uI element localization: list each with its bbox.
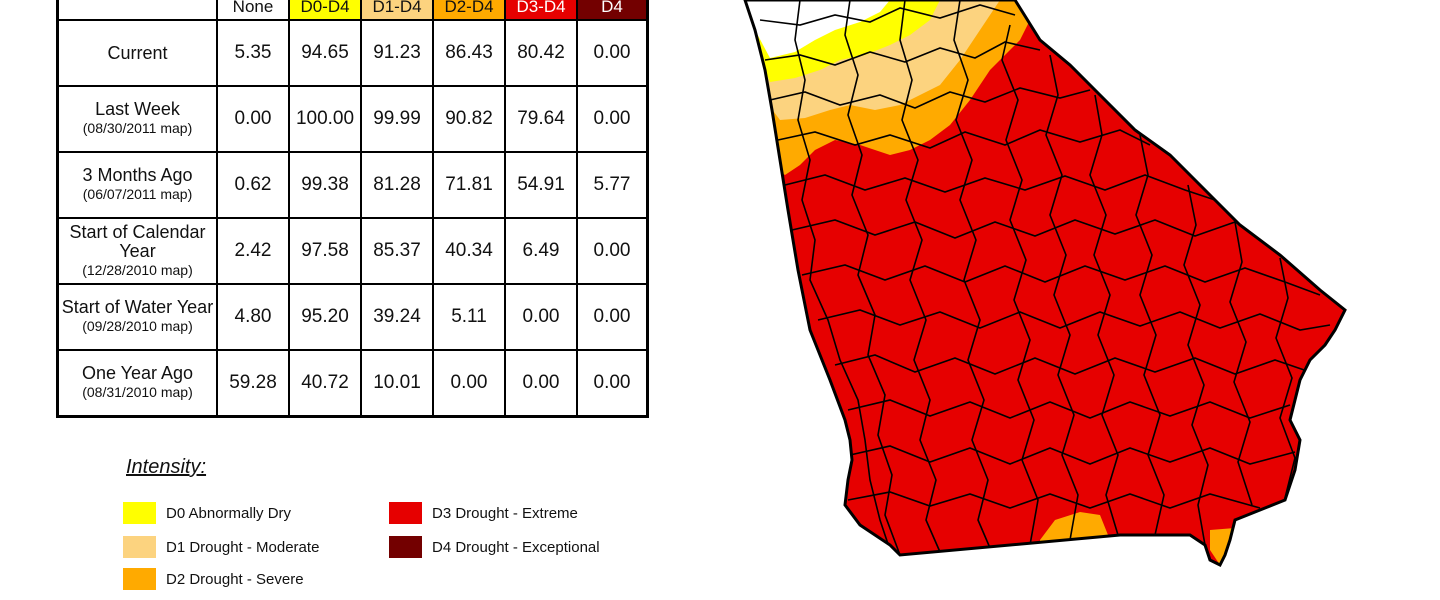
cell-d1-d4: 99.99 — [360, 85, 434, 153]
row-label-date: (08/31/2010 map) — [82, 384, 193, 400]
state-outline — [743, 0, 1347, 568]
cell-d3-d4: 80.42 — [504, 19, 578, 87]
row-label-date: (12/28/2010 map) — [82, 261, 193, 278]
legend-label: D0 Abnormally Dry — [166, 504, 292, 522]
row-label-date: (06/07/2011 map) — [82, 186, 193, 202]
cell-d0-d4: 97.58 — [288, 217, 362, 285]
header-d0-d4: D0-D4 — [288, 0, 362, 21]
cell-d0-d4: 94.65 — [288, 19, 362, 87]
cell-d4: 0.00 — [576, 283, 649, 351]
county-lines — [759, 0, 1331, 556]
cell-none: 2.42 — [216, 217, 290, 285]
cell-d3-d4: 54.91 — [504, 151, 578, 219]
cell-d1-d4: 39.24 — [360, 283, 434, 351]
table-row: Start of Water Year (09/28/2010 map) 4.8… — [56, 283, 649, 351]
cell-d2-d4: 86.43 — [432, 19, 506, 87]
header-d4: D4 — [576, 0, 649, 21]
cell-d1-d4: 81.28 — [360, 151, 434, 219]
header-d1-d4: D1-D4 — [360, 0, 434, 21]
row-label: Start of Water Year (09/28/2010 map) — [56, 283, 218, 351]
table-header-row: None D0-D4 D1-D4 D2-D4 D3-D4 D4 — [57, 0, 649, 21]
legend-swatch — [123, 536, 156, 558]
cell-d3-d4: 79.64 — [504, 85, 578, 153]
cell-d2-d4: 40.34 — [432, 217, 506, 285]
cell-d1-d4: 85.37 — [360, 217, 434, 285]
legend-swatch — [389, 536, 422, 558]
cell-none: 0.62 — [216, 151, 290, 219]
row-label-main: Current — [107, 42, 168, 63]
table-row: 3 Months Ago (06/07/2011 map) 0.62 99.38… — [56, 151, 649, 219]
row-label-main: Start of Calendar Year — [69, 221, 206, 261]
legend-item-d4: D4 Drought - Exceptional — [389, 536, 600, 558]
table-row: One Year Ago (08/31/2010 map) 59.28 40.7… — [56, 349, 649, 418]
cell-d3-d4: 0.00 — [504, 283, 578, 351]
cell-d1-d4: 91.23 — [360, 19, 434, 87]
header-d2-d4: D2-D4 — [432, 0, 506, 21]
cell-d0-d4: 100.00 — [288, 85, 362, 153]
legend-item-d3: D3 Drought - Extreme — [389, 502, 578, 524]
cell-d3-d4: 6.49 — [504, 217, 578, 285]
table-row: Start of Calendar Year (12/28/2010 map) … — [56, 217, 649, 285]
cell-none: 59.28 — [216, 349, 290, 418]
cell-d0-d4: 99.38 — [288, 151, 362, 219]
cell-none: 5.35 — [216, 19, 290, 87]
cell-d0-d4: 95.20 — [288, 283, 362, 351]
cell-d3-d4: 0.00 — [504, 349, 578, 418]
row-label-date: (09/28/2010 map) — [82, 318, 193, 334]
cell-d2-d4: 90.82 — [432, 85, 506, 153]
row-label: Last Week (08/30/2011 map) — [56, 85, 218, 153]
table-row: Last Week (08/30/2011 map) 0.00 100.00 9… — [56, 85, 649, 153]
legend-label: D3 Drought - Extreme — [432, 504, 578, 522]
region-none — [745, 0, 890, 58]
cell-d4: 0.00 — [576, 19, 649, 87]
cell-d0-d4: 40.72 — [288, 349, 362, 418]
header-none: None — [216, 0, 290, 21]
row-label: One Year Ago (08/31/2010 map) — [56, 349, 218, 418]
cell-d1-d4: 10.01 — [360, 349, 434, 418]
cell-d2-d4: 71.81 — [432, 151, 506, 219]
cell-d4: 5.77 — [576, 151, 649, 219]
cell-d4: 0.00 — [576, 349, 649, 418]
row-label: 3 Months Ago (06/07/2011 map) — [56, 151, 218, 219]
legend-swatch — [389, 502, 422, 524]
legend-label: D4 Drought - Exceptional — [432, 538, 600, 556]
table-corner — [57, 0, 218, 21]
cell-d2-d4: 5.11 — [432, 283, 506, 351]
drought-statistics-table: None D0-D4 D1-D4 D2-D4 D3-D4 D4 Current … — [56, 0, 649, 418]
legend-label: D1 Drought - Moderate — [166, 538, 320, 556]
row-label: Current — [56, 19, 218, 87]
cell-d2-d4: 0.00 — [432, 349, 506, 418]
legend-title: Intensity: — [126, 456, 207, 478]
georgia-drought-map — [743, 0, 1347, 568]
row-label-date: (08/30/2011 map) — [82, 120, 193, 136]
cell-none: 0.00 — [216, 85, 290, 153]
row-label-main: Last Week — [95, 99, 180, 119]
legend-item-d1: D1 Drought - Moderate — [123, 536, 319, 558]
row-label-main: 3 Months Ago — [82, 165, 193, 185]
header-d3-d4: D3-D4 — [504, 0, 578, 21]
row-label-main: Start of Water Year — [61, 297, 214, 317]
legend-item-d0: D0 Abnormally Dry — [123, 502, 291, 524]
row-label-main: One Year Ago — [81, 363, 194, 383]
cell-d4: 0.00 — [576, 85, 649, 153]
table-row: Current 5.35 94.65 91.23 86.43 80.42 0.0… — [56, 19, 649, 87]
cell-none: 4.80 — [216, 283, 290, 351]
cell-d4: 0.00 — [576, 217, 649, 285]
legend-label: D2 Drought - Severe — [166, 570, 304, 588]
legend-item-d2: D2 Drought - Severe — [123, 568, 304, 590]
row-label: Start of Calendar Year (12/28/2010 map) — [56, 217, 218, 285]
legend-swatch — [123, 502, 156, 524]
legend-swatch — [123, 568, 156, 590]
